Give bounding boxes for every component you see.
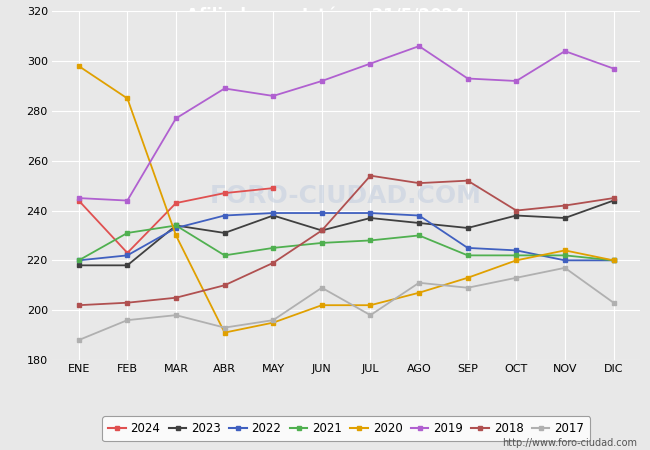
Text: http://www.foro-ciudad.com: http://www.foro-ciudad.com bbox=[502, 438, 637, 448]
Legend: 2024, 2023, 2022, 2021, 2020, 2019, 2018, 2017: 2024, 2023, 2022, 2021, 2020, 2019, 2018… bbox=[102, 417, 590, 441]
Text: FORO-CIUDAD.COM: FORO-CIUDAD.COM bbox=[210, 184, 482, 208]
Text: Afiliados en Istán a 31/5/2024: Afiliados en Istán a 31/5/2024 bbox=[186, 7, 464, 25]
